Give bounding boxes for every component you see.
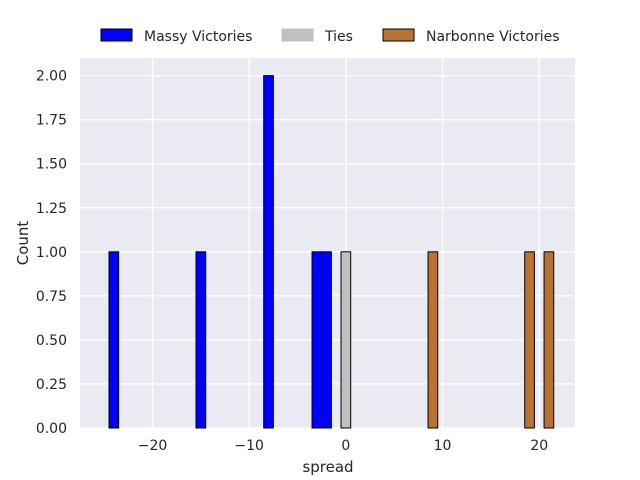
x-tick-label: 10 xyxy=(434,438,452,454)
legend-swatch xyxy=(382,28,415,42)
bar-massy-victories xyxy=(195,251,207,429)
y-tick-label: 1.25 xyxy=(36,201,67,217)
bar-massy-victories xyxy=(311,251,323,429)
legend: Massy Victories Ties Narbonne Victories xyxy=(100,28,560,45)
bars-group xyxy=(108,75,555,429)
y-tick-labels: 0.00 0.25 0.50 0.75 1.00 1.25 1.50 1.75 2.00 xyxy=(36,69,67,437)
y-axis-label: Count xyxy=(14,221,32,266)
y-tick-label: 1.00 xyxy=(36,245,67,261)
y-tick-label: 1.50 xyxy=(36,157,67,173)
y-tick-label: 0.75 xyxy=(36,289,67,305)
y-tick-label: 0.00 xyxy=(36,421,67,437)
x-tick-label: −10 xyxy=(234,438,264,454)
legend-swatch xyxy=(100,28,133,42)
x-tick-label: −20 xyxy=(138,438,168,454)
legend-label: Massy Victories xyxy=(144,29,252,45)
bar-massy-victories xyxy=(108,251,120,429)
x-tick-labels: −20 −10 0 10 20 xyxy=(138,438,548,454)
bar-narbonne-victories xyxy=(427,251,439,429)
x-axis-label: spread xyxy=(302,458,353,476)
y-tick-label: 0.50 xyxy=(36,333,67,349)
y-tick-label: 0.25 xyxy=(36,377,67,393)
bar-massy-victories xyxy=(321,251,332,429)
bar-ties xyxy=(340,251,352,429)
legend-label: Narbonne Victories xyxy=(426,29,560,45)
bar-massy-victories xyxy=(263,75,274,429)
x-tick-label: 20 xyxy=(530,438,548,454)
bar-narbonne-victories xyxy=(524,251,535,429)
legend-swatch xyxy=(281,28,314,42)
x-tick-label: 0 xyxy=(341,438,350,454)
bar-narbonne-victories xyxy=(543,251,555,429)
y-tick-label: 2.00 xyxy=(36,69,67,85)
y-tick-label: 1.75 xyxy=(36,113,67,129)
legend-label: Ties xyxy=(324,29,353,45)
